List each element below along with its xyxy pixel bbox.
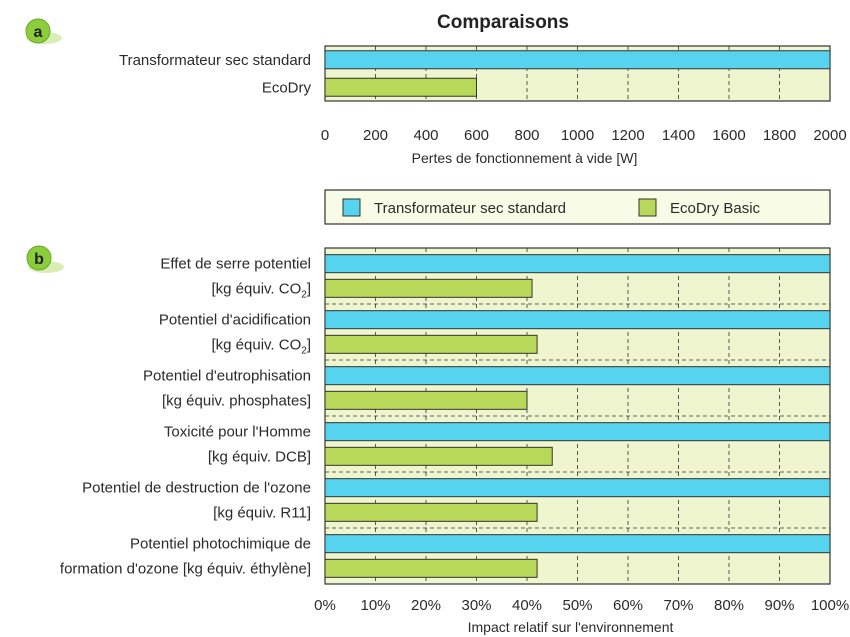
category-label-b-line2-text: formation d'ozone [kg équiv. éthylène]: [60, 560, 311, 577]
tick-label-a: 200: [363, 127, 388, 144]
tick-label-b: 30%: [461, 597, 491, 614]
category-label-b-line1: Potentiel d'acidification: [159, 312, 311, 329]
category-label-b-line1: Potentiel photochimique de: [130, 536, 311, 553]
category-label-b-line2: [kg équiv. phosphates]: [162, 392, 311, 409]
bar-a-ecodry: [324, 77, 477, 97]
tick-label-a: 1800: [763, 127, 796, 144]
tick-label-b: 70%: [663, 597, 693, 614]
badge-b-label: b: [34, 251, 44, 268]
category-label-b-line2-text: [kg équiv. phosphates]: [162, 392, 311, 409]
tick-label-b: 0%: [314, 597, 336, 614]
bar-b-standard: [324, 310, 831, 330]
tick-label-a: 2000: [813, 127, 846, 144]
tick-label-a: 600: [464, 127, 489, 144]
tick-label-b: 80%: [714, 597, 744, 614]
bar-b-standard: [324, 254, 831, 274]
category-label-b-line2-text: [kg équiv. CO: [212, 280, 302, 297]
x-axis-label-b: Impact relatif sur l'environnement: [468, 619, 674, 635]
tick-label-a: 1600: [712, 127, 745, 144]
category-label-b-line1: Toxicité pour l'Homme: [164, 424, 311, 441]
x-axis-label-a: Pertes de fonctionnement à vide [W]: [412, 150, 638, 166]
bar-b-ecodry: [324, 558, 538, 578]
category-label-b-line2: [kg équiv. DCB]: [208, 448, 311, 465]
legend-swatch-ecodry: [638, 198, 657, 217]
tick-label-a: 800: [514, 127, 539, 144]
bar-b-ecodry: [324, 334, 538, 354]
category-label-b-line2-text: [kg équiv. CO: [212, 336, 302, 353]
tick-label-a: 1200: [611, 127, 644, 144]
tick-label-b: 20%: [411, 597, 441, 614]
tick-label-a: 400: [413, 127, 438, 144]
legend-box: [324, 189, 831, 225]
bar-b-standard: [324, 366, 831, 386]
category-label-b-line1: Potentiel d'eutrophisation: [143, 368, 311, 385]
category-label-b-line2-text: [kg équiv. R11]: [213, 504, 311, 521]
tick-label-b: 90%: [764, 597, 794, 614]
category-label-b-line2: [kg équiv. CO2]: [212, 336, 312, 356]
category-label-b-subscript: 2: [301, 289, 307, 300]
category-label-b-line1: Potentiel de destruction de l'ozone: [82, 480, 311, 497]
category-label-b-subscript: 2: [301, 345, 307, 356]
bar-b-ecodry: [324, 278, 533, 298]
legend-label-standard: Transformateur sec standard: [374, 200, 566, 217]
legend-swatch-standard: [342, 198, 361, 217]
category-label-b-line2: [kg équiv. R11]: [213, 504, 311, 521]
bar-b-standard: [324, 422, 831, 442]
category-label-b-line2: formation d'ozone [kg équiv. éthylène]: [60, 560, 311, 577]
legend-label-ecodry: EcoDry Basic: [670, 200, 761, 217]
badge-a: [25, 18, 51, 44]
tick-label-b: 50%: [562, 597, 592, 614]
category-label-b-line1: Effet de serre potentiel: [160, 256, 311, 273]
tick-label-b: 60%: [613, 597, 643, 614]
tick-label-a: 0: [321, 127, 329, 144]
category-label-b-line2-text: [kg équiv. DCB]: [208, 448, 311, 465]
tick-label-b: 40%: [512, 597, 542, 614]
bar-b-standard: [324, 534, 831, 554]
bar-a-standard: [324, 50, 831, 70]
badge-b: [26, 245, 52, 271]
bar-b-ecodry: [324, 446, 553, 466]
category-label-a: Transformateur sec standard: [119, 52, 311, 69]
category-label-b-line2-end: ]: [307, 336, 311, 353]
category-label-a: EcoDry: [262, 79, 312, 96]
badge-a-label: a: [34, 24, 43, 41]
category-label-b-line2: [kg équiv. CO2]: [212, 280, 312, 300]
tick-label-b: 100%: [811, 597, 849, 614]
tick-label-a: 1400: [662, 127, 695, 144]
bar-b-ecodry: [324, 390, 528, 410]
chart-title: Comparaisons: [437, 12, 569, 33]
bar-b-ecodry: [324, 502, 538, 522]
tick-label-a: 1000: [561, 127, 594, 144]
category-label-b-line2-end: ]: [307, 280, 311, 297]
bar-b-standard: [324, 478, 831, 498]
tick-label-b: 10%: [360, 597, 390, 614]
